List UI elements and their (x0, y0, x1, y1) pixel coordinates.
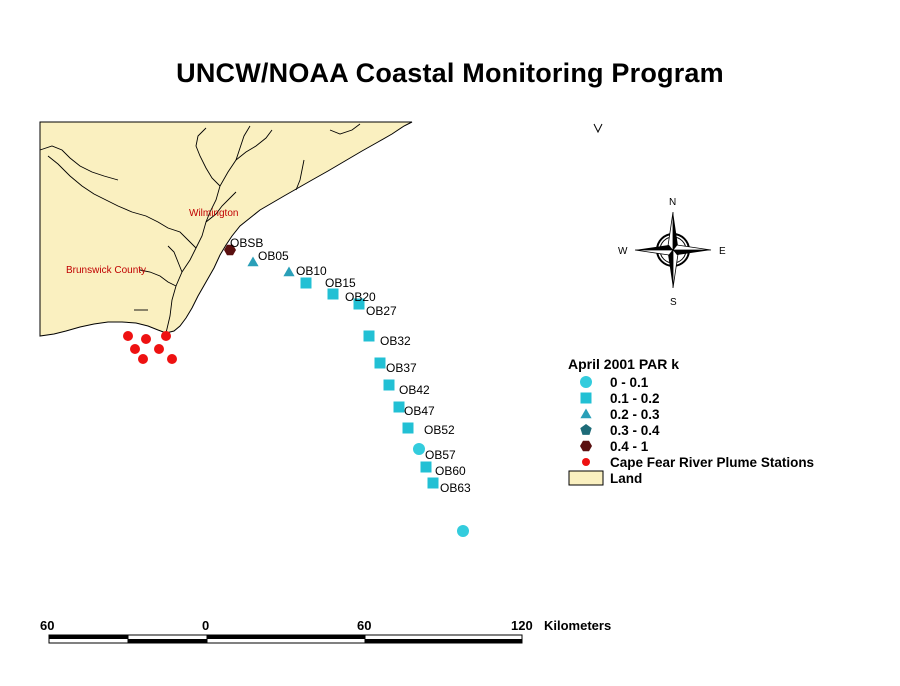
transect-stations (224, 244, 469, 537)
rivers (39, 123, 361, 334)
station-label-ob27: OB27 (366, 304, 397, 318)
station-marker-ob57 (413, 443, 425, 455)
legend-symbol-circle (580, 376, 592, 388)
legend-label: 0 - 0.1 (610, 375, 649, 390)
plume-station (167, 354, 177, 364)
legend-symbol-hexagon (580, 440, 592, 452)
legend-label: 0.4 - 1 (610, 439, 649, 454)
station-marker-ob32 (363, 330, 375, 342)
station-marker-ob15 (300, 277, 312, 289)
legend-title: April 2001 PAR k (568, 356, 679, 372)
compass-w: W (618, 246, 628, 257)
scale-label-0: 0 (202, 618, 209, 633)
station-marker-ob47 (393, 401, 405, 413)
compass-e: E (719, 246, 726, 257)
station-marker-ob20 (327, 288, 339, 300)
station-marker-ob05 (247, 256, 259, 267)
scale-unit: Kilometers (544, 618, 611, 633)
legend-symbol-triangle (580, 408, 592, 419)
station-label-ob05: OB05 (258, 249, 289, 263)
legend-symbol-box (568, 470, 604, 486)
land-area (39, 121, 413, 337)
plume-station (161, 331, 171, 341)
station-marker-obsb (224, 244, 236, 256)
legend-label: 0.3 - 0.4 (610, 423, 660, 438)
station-label-ob37: OB37 (386, 361, 417, 375)
station-marker-ob60 (420, 461, 432, 473)
scale-label-60-left: 60 (40, 618, 54, 633)
compass-n: N (669, 197, 676, 208)
place-label-brunswick-county: Brunswick County (66, 265, 146, 276)
station-label-ob15: OB15 (325, 276, 356, 290)
station-label-ob60: OB60 (435, 464, 466, 478)
legend-label: 0.2 - 0.3 (610, 407, 660, 422)
compass-s: S (670, 297, 677, 308)
legend-symbol-pentagon (580, 424, 592, 435)
legend-label: Land (610, 471, 642, 486)
map-mark (593, 123, 603, 134)
legend-symbol-dot (582, 458, 590, 466)
plume-station (141, 334, 151, 344)
station-label-ob10: OB10 (296, 264, 327, 278)
station-marker-ob52 (402, 422, 414, 434)
place-label-wilmington: Wilmington (189, 208, 238, 219)
station-label-ob32: OB32 (380, 334, 411, 348)
plume-station (138, 354, 148, 364)
station-marker-ob63 (427, 477, 439, 489)
legend-label: Cape Fear River Plume Stations (610, 455, 814, 470)
legend: April 2001 PAR k 0 - 0.10.1 - 0.20.2 - 0… (568, 356, 814, 486)
station-marker-ob27 (353, 298, 365, 310)
scale-bar: 60 0 60 120 Kilometers (40, 618, 611, 644)
station-label-ob52: OB52 (424, 423, 455, 437)
plume-stations (123, 331, 177, 364)
station-label-ob57: OB57 (425, 448, 456, 462)
plume-station (154, 344, 164, 354)
station-label-obsb: OBSB (230, 236, 263, 250)
scale-label-120: 120 (511, 618, 533, 633)
station-label-ob42: OB42 (399, 383, 430, 397)
map-title: UNCW/NOAA Coastal Monitoring Program (176, 58, 724, 88)
station-label-ob47: OB47 (404, 404, 435, 418)
station-label-ob63: OB63 (440, 481, 471, 495)
station-marker-ob37 (374, 357, 386, 369)
plume-station (123, 331, 133, 341)
station-label-ob20: OB20 (345, 290, 376, 304)
station-marker-ob42 (383, 379, 395, 391)
legend-label: 0.1 - 0.2 (610, 391, 660, 406)
scale-label-60: 60 (357, 618, 371, 633)
station-marker-outer (457, 525, 469, 537)
plume-station (130, 344, 140, 354)
legend-symbol-square (580, 392, 592, 404)
compass-rose: N S E W (618, 197, 726, 308)
station-marker-ob10 (283, 266, 295, 277)
